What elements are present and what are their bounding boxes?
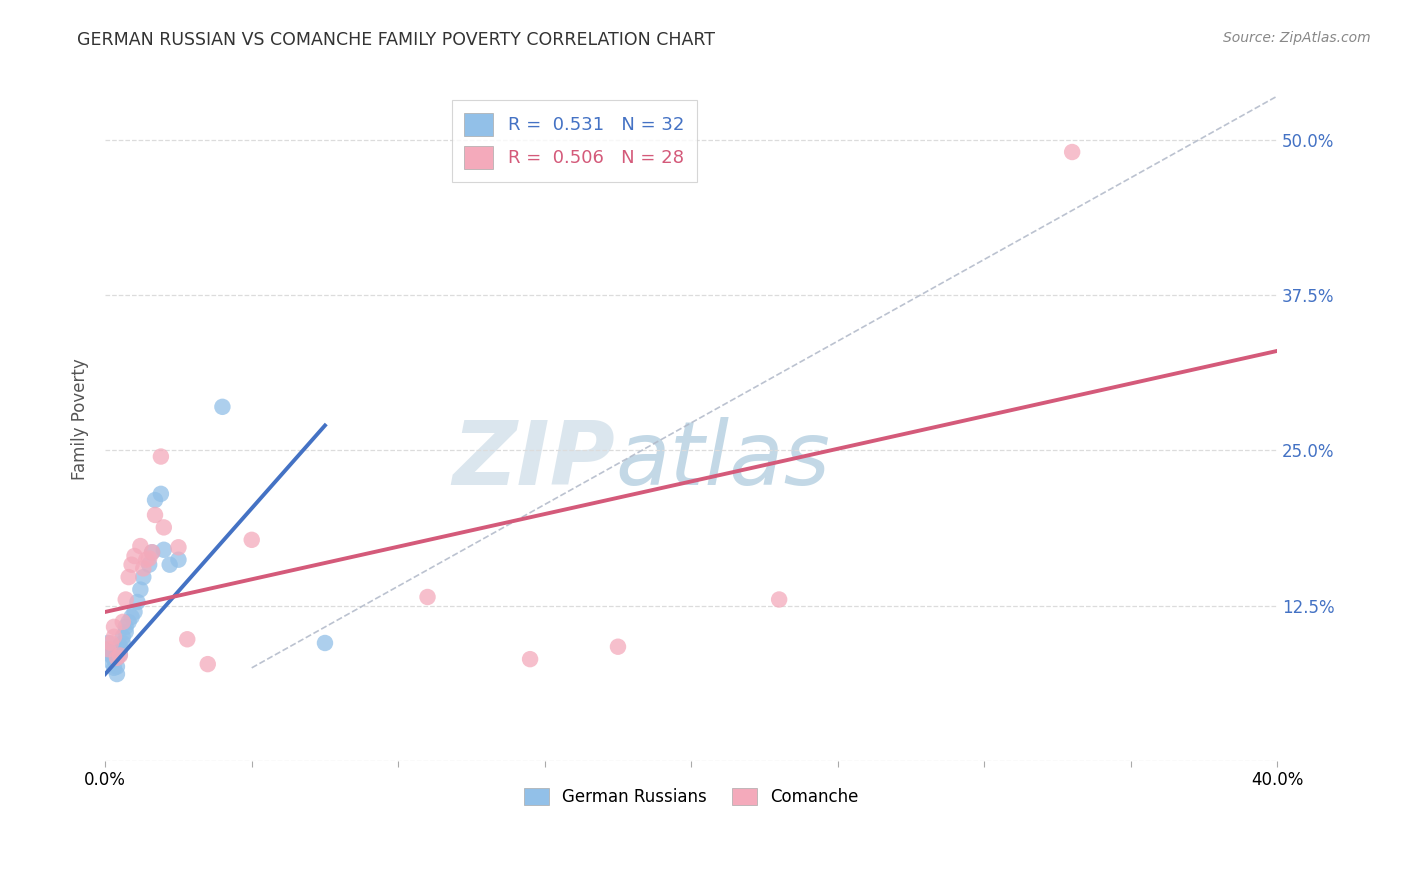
Point [121,558,143,572]
Point [1062,145,1084,159]
Point [138,558,160,572]
Point [135,552,157,566]
Point [103,661,125,675]
Point [138,551,160,566]
Point [114,620,136,634]
Point [114,592,136,607]
Point [768,592,790,607]
Text: atlas: atlas [614,417,830,503]
Point [108,639,131,653]
Point [111,636,134,650]
Point [176,632,198,647]
Point [149,487,172,501]
Point [141,545,163,559]
Point [114,624,136,639]
Point [197,657,219,672]
Point [167,552,190,566]
Text: ZIP: ZIP [453,417,614,504]
Point [100,648,122,663]
Point [108,648,131,663]
Point [211,400,233,414]
Point [97,642,120,657]
Point [118,570,141,584]
Point [519,652,541,666]
Point [103,630,125,644]
Point [121,610,143,624]
Point [240,533,263,547]
Point [153,520,176,534]
Point [607,640,630,654]
Point [105,651,128,665]
Point [143,508,166,522]
Point [118,615,141,629]
Point [103,620,125,634]
Point [97,636,120,650]
Point [314,636,336,650]
Point [129,539,152,553]
Point [97,642,120,657]
Point [127,595,149,609]
Point [159,558,181,572]
Point [129,582,152,597]
Point [124,549,146,563]
Y-axis label: Family Poverty: Family Poverty [72,359,89,480]
Point [167,541,190,555]
Point [416,590,439,604]
Point [149,450,172,464]
Legend: German Russians, Comanche: German Russians, Comanche [516,780,868,814]
Point [124,605,146,619]
Point [103,652,125,666]
Point [153,542,176,557]
Point [141,545,163,559]
Point [105,667,128,681]
Point [100,636,122,650]
Point [108,642,131,657]
Point [100,655,122,669]
Point [132,570,155,584]
Point [132,561,155,575]
Point [143,493,166,508]
Point [111,615,134,629]
Point [105,659,128,673]
Text: GERMAN RUSSIAN VS COMANCHE FAMILY POVERTY CORRELATION CHART: GERMAN RUSSIAN VS COMANCHE FAMILY POVERT… [77,31,716,49]
Point [103,645,125,659]
Point [105,651,128,665]
Text: Source: ZipAtlas.com: Source: ZipAtlas.com [1223,31,1371,45]
Point [111,630,134,644]
Point [108,647,131,661]
